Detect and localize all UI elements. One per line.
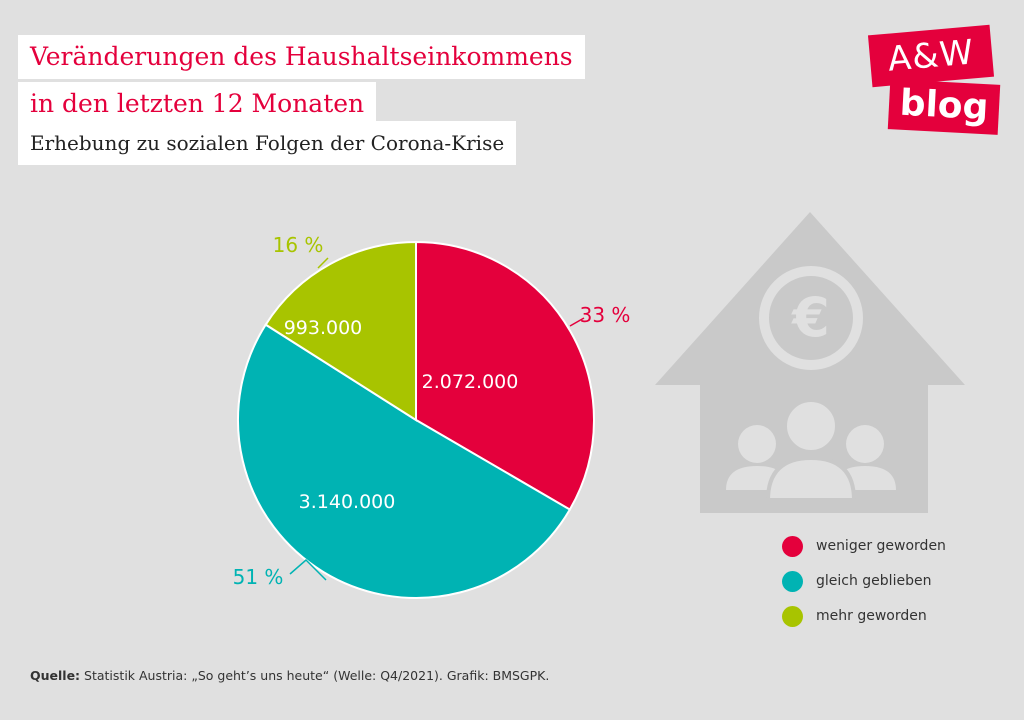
- slice-percent-label: 33 %: [580, 303, 631, 327]
- slice-value-label: 993.000: [284, 317, 363, 339]
- leader-line: [569, 317, 585, 327]
- svg-text:€: €: [790, 286, 830, 349]
- pie-slice-1: [415, 240, 595, 511]
- slice-percent-label: 51 %: [233, 565, 284, 589]
- pie-slice-2: [237, 323, 572, 599]
- legend-swatch-red: [782, 536, 803, 557]
- legend-label: weniger geworden: [816, 538, 946, 554]
- pie-slice-3: [264, 240, 417, 422]
- house-euro-family-icon: €: [655, 212, 965, 513]
- leader-line: [289, 558, 327, 581]
- legend-label: mehr geworden: [816, 608, 927, 624]
- slice-value-label: 3.140.000: [299, 491, 396, 513]
- legend-label: gleich geblieben: [816, 573, 932, 589]
- legend: weniger geworden gleich geblieben mehr g…: [782, 536, 946, 641]
- chart-subtitle: Erhebung zu sozialen Folgen der Corona-K…: [18, 121, 517, 165]
- source-note: Quelle: Statistik Austria: „So geht’s un…: [30, 668, 549, 683]
- legend-item-weniger: weniger geworden: [782, 536, 946, 557]
- slice-value-label: 2.072.000: [422, 371, 519, 393]
- source-text: Statistik Austria: „So geht’s uns heute“…: [80, 668, 550, 683]
- legend-swatch-green: [782, 606, 803, 627]
- legend-swatch-teal: [782, 571, 803, 592]
- legend-item-mehr: mehr geworden: [782, 606, 946, 627]
- chart-title-line-2: in den letzten 12 Monaten: [18, 82, 377, 126]
- legend-item-gleich: gleich geblieben: [782, 571, 946, 592]
- slice-percent-label: 16 %: [273, 233, 324, 257]
- chart-title-line-1: Veränderungen des Haushaltseinkommens: [18, 35, 585, 79]
- source-label: Quelle:: [30, 668, 81, 683]
- leader-line: [317, 257, 329, 269]
